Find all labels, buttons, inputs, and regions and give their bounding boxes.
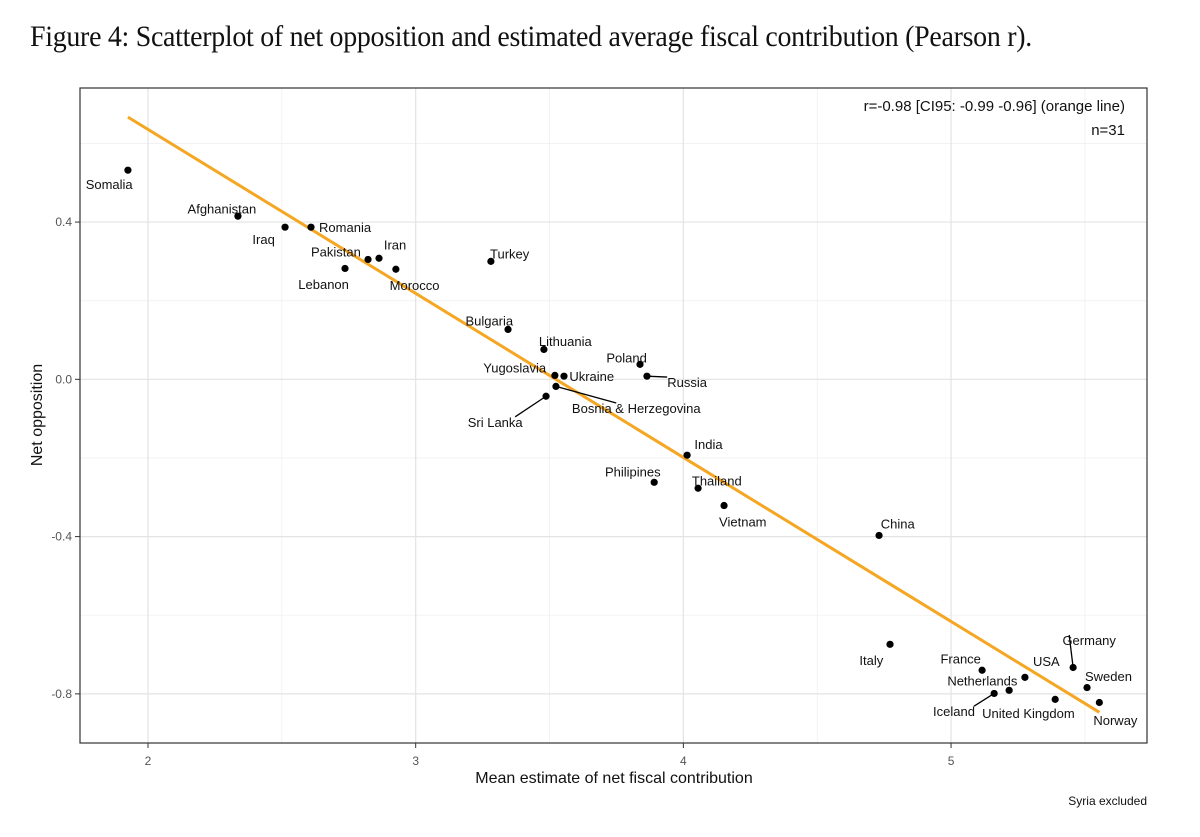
point-label: France [940,651,980,666]
point-label: Turkey [490,247,530,262]
data-point [552,382,560,391]
data-point [643,372,651,380]
point-label: Lithuania [539,334,593,349]
data-point [1083,683,1091,692]
data-point [560,372,568,380]
leader-line [514,395,547,418]
data-point [1051,695,1059,703]
x-tick-label: 2 [145,754,152,768]
y-tick-label: 0.4 [55,215,72,229]
data-point [978,666,986,674]
data-point [650,478,658,486]
data-point [875,531,883,540]
data-point [886,640,894,648]
point-label: Bosnia & Herzegovina [572,401,701,416]
x-tick-label: 4 [680,754,687,768]
point-label: USA [1033,654,1060,669]
data-point [636,360,644,368]
point-label: Vietnam [719,514,766,529]
point-label: Pakistan [311,245,361,260]
point-label: Bulgaria [465,314,513,329]
data-point [1095,698,1103,707]
point-label: Lebanon [298,277,349,292]
data-point [990,689,998,698]
point-label: Norway [1093,713,1138,728]
data-point [1069,663,1077,672]
x-axis-title: Mean estimate of net fiscal contribution [475,770,752,787]
point-label: Romania [319,220,372,235]
data-point [694,484,702,492]
grid [80,88,1147,743]
data-point [1021,673,1029,681]
point-label: Poland [606,350,646,365]
point-label: Sweden [1085,669,1132,684]
plot-frame [79,87,1148,744]
point-label: Philipines [605,464,661,479]
data-point [281,223,289,231]
axes: 2 3 4 5 0.4 0.0 -0.4 -0.8 [51,215,954,768]
y-tick-label: -0.8 [51,687,72,701]
data-point [540,345,548,354]
point-label: Ukraine [569,369,614,384]
data-point [234,212,242,220]
x-tick-label: 3 [412,754,419,768]
caption: Syria excluded [1068,794,1147,808]
data-point [1005,686,1013,694]
point-label: Afghanistan [188,201,257,216]
data-point [392,265,400,273]
point-label: China [881,517,916,532]
point-label: Italy [859,653,883,668]
point-label: Sri Lanka [468,415,524,430]
leader-lines [514,375,1074,707]
point-label: Iran [384,237,406,252]
point-label: Germany [1062,633,1116,648]
data-point [124,166,132,174]
point-label: Netherlands [947,673,1018,688]
data-point [375,254,383,262]
point-label: Yugoslavia [483,361,547,376]
x-tick-label: 5 [948,754,955,768]
point-label: Iraq [252,232,274,247]
point-labels: Somalia Afghanistan Iraq Romania Pakistan Ira… [86,177,1138,728]
y-tick-label: -0.4 [51,530,72,544]
data-point [683,451,691,459]
point-label: Thailand [692,473,742,488]
data-point [720,501,728,510]
leader-line [555,385,617,404]
point-label: United Kingdom [982,706,1075,721]
figure-title: Figure 4: Scatterplot of net opposition … [30,20,1032,53]
annotation-line: r=-0.98 [CI95: -0.99 -0.96] (orange line… [864,98,1125,115]
data-point [551,371,559,379]
points [124,166,1103,707]
data-point [542,392,550,400]
point-label: India [694,437,723,452]
point-label: Somalia [86,177,134,192]
leader-line [973,692,995,707]
y-axis-title: Net opposition [29,364,46,466]
data-point [364,255,372,264]
annotation: r=-0.98 [CI95: -0.99 -0.96] (orange line… [864,98,1125,139]
data-point [487,257,495,265]
point-label: Iceland [933,704,975,719]
annotation-line: n=31 [1091,122,1125,139]
point-label: Morocco [390,278,440,293]
y-tick-label: 0.0 [55,372,72,386]
fit-line-layer [127,115,1101,714]
data-point [341,264,349,273]
leader-line [1068,634,1074,668]
regression-line [127,115,1101,714]
point-label: Russia [667,375,708,390]
data-point [504,325,512,333]
data-point [307,223,315,231]
